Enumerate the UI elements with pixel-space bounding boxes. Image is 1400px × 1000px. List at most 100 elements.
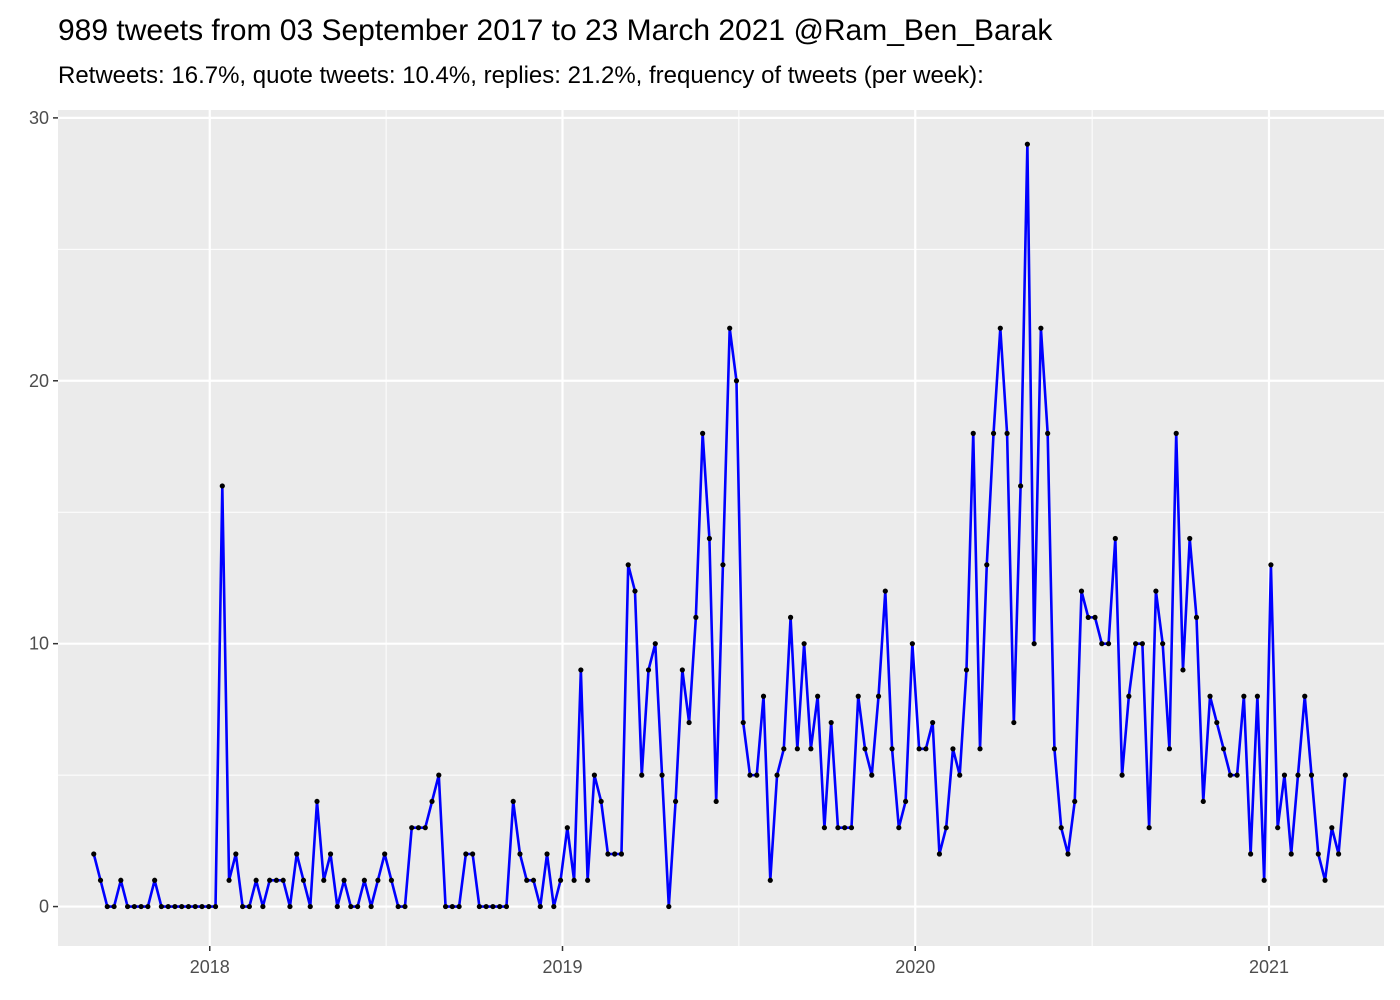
data-point — [977, 746, 983, 752]
data-point — [1214, 719, 1220, 726]
data-point — [672, 798, 679, 805]
data-point — [957, 772, 963, 778]
x-tick-label: 2019 — [542, 957, 582, 977]
data-point — [463, 851, 469, 857]
data-point — [192, 903, 198, 910]
data-point — [1133, 641, 1139, 647]
data-point — [652, 641, 658, 647]
data-point — [1315, 851, 1321, 857]
data-point — [348, 903, 354, 910]
data-point — [233, 851, 239, 857]
data-point — [388, 877, 395, 883]
data-point — [943, 825, 949, 831]
data-point — [1072, 798, 1078, 805]
data-point — [605, 851, 611, 857]
data-point — [889, 746, 895, 752]
data-point — [767, 877, 773, 883]
y-tick-label: 20 — [29, 371, 49, 391]
data-point — [1018, 483, 1024, 489]
data-point — [104, 903, 110, 910]
data-point — [1268, 562, 1274, 568]
data-point — [436, 772, 442, 778]
data-point — [517, 851, 523, 857]
data-point — [1119, 772, 1125, 778]
data-point — [118, 877, 124, 883]
data-point — [1241, 693, 1247, 699]
data-point — [1342, 772, 1348, 778]
data-point — [1078, 588, 1085, 594]
data-point — [1302, 693, 1308, 699]
data-point — [659, 772, 665, 778]
data-point — [1099, 641, 1105, 647]
data-point — [327, 851, 334, 857]
data-point — [206, 903, 212, 910]
data-point — [645, 667, 652, 673]
data-point — [273, 877, 280, 883]
data-point — [280, 877, 286, 883]
data-point — [1207, 693, 1213, 699]
data-point — [361, 877, 367, 883]
data-point — [666, 903, 672, 910]
data-point — [1322, 877, 1328, 883]
data-point — [1335, 851, 1342, 857]
data-point — [1139, 641, 1145, 647]
data-point — [984, 562, 990, 568]
data-point — [930, 719, 936, 726]
data-point — [794, 746, 800, 752]
data-point — [152, 877, 158, 883]
data-point — [510, 798, 516, 805]
data-point — [253, 877, 259, 883]
data-point — [1153, 588, 1159, 594]
data-point — [869, 772, 875, 778]
data-point — [1200, 798, 1206, 805]
data-point — [1308, 772, 1315, 778]
data-point — [212, 903, 219, 910]
data-point — [903, 798, 909, 805]
data-point — [1193, 614, 1200, 620]
data-point — [598, 798, 604, 805]
data-point — [591, 772, 597, 778]
data-point — [855, 693, 861, 699]
data-point — [1085, 614, 1091, 620]
data-point — [1288, 851, 1294, 857]
y-tick-label: 10 — [29, 634, 49, 654]
data-point — [341, 877, 347, 883]
data-point — [537, 903, 543, 910]
data-point — [1160, 641, 1166, 647]
data-point — [936, 851, 943, 857]
data-point — [185, 903, 192, 910]
data-point — [1234, 772, 1240, 778]
data-point — [1295, 772, 1301, 778]
chart-subtitle: Retweets: 16.7%, quote tweets: 10.4%, re… — [58, 62, 984, 89]
data-point — [1038, 325, 1044, 331]
data-point — [294, 851, 300, 857]
data-point — [612, 851, 618, 857]
data-point — [1126, 693, 1132, 699]
data-point — [382, 851, 388, 857]
data-point — [997, 325, 1003, 331]
data-point — [1261, 877, 1267, 883]
data-point — [923, 746, 929, 752]
data-point — [781, 746, 787, 752]
data-point — [990, 430, 997, 436]
data-point — [571, 877, 577, 883]
data-point — [706, 535, 713, 542]
data-point — [713, 798, 719, 805]
data-point — [1146, 825, 1152, 831]
data-point — [355, 903, 361, 910]
data-point — [639, 772, 645, 778]
data-point — [111, 903, 117, 910]
data-point — [896, 825, 902, 831]
data-point — [267, 877, 273, 883]
data-point — [916, 746, 922, 752]
data-point — [124, 903, 131, 910]
data-point — [503, 903, 510, 910]
data-point — [564, 825, 570, 831]
data-point — [815, 693, 821, 699]
data-point — [1281, 772, 1288, 778]
data-point — [483, 903, 489, 910]
data-point — [578, 667, 584, 673]
plot-panel — [58, 110, 1384, 946]
data-point — [1004, 430, 1010, 436]
data-point — [828, 719, 834, 726]
